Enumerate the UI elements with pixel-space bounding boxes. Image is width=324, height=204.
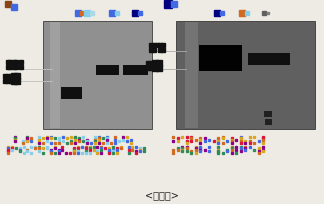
Bar: [50, 23, 60, 128]
Bar: [43, 22, 152, 129]
Bar: [264, 111, 272, 118]
Bar: [265, 119, 272, 125]
Text: <미공개>: <미공개>: [145, 189, 179, 199]
Bar: [185, 23, 198, 128]
Bar: [123, 66, 148, 76]
Bar: [96, 66, 119, 76]
Bar: [248, 54, 290, 66]
Bar: [199, 46, 242, 72]
Bar: [176, 22, 315, 129]
Bar: [61, 88, 82, 100]
